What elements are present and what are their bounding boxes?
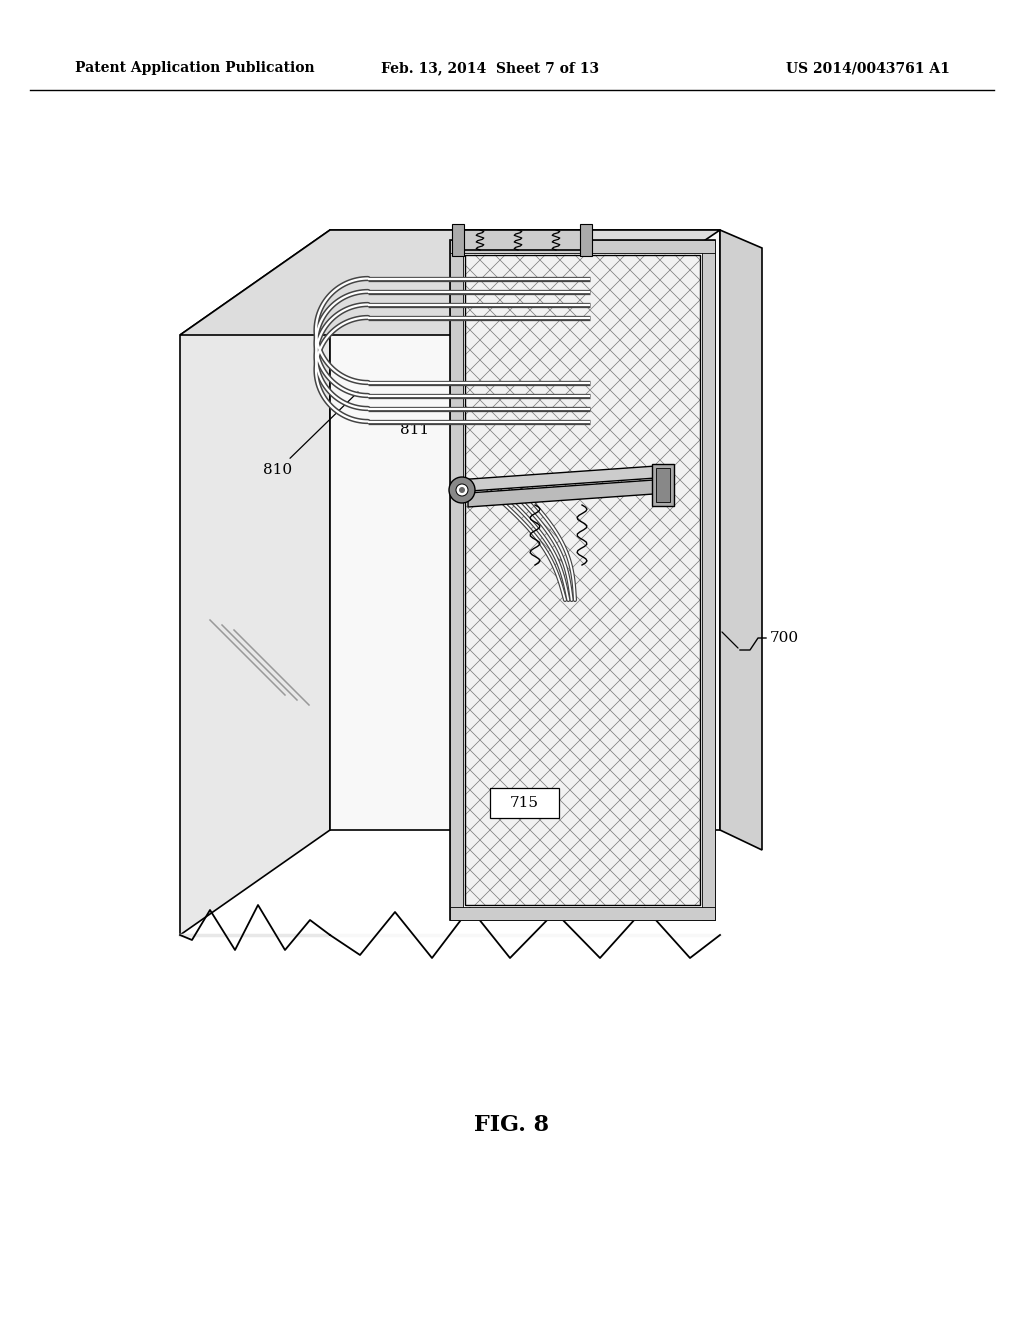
- FancyBboxPatch shape: [490, 788, 559, 818]
- Bar: [450, 240, 715, 253]
- Bar: [458, 230, 586, 249]
- Polygon shape: [468, 479, 668, 507]
- Text: FIG. 8: FIG. 8: [474, 1114, 550, 1137]
- Text: 801: 801: [682, 477, 711, 490]
- Text: Patent Application Publication: Patent Application Publication: [75, 61, 314, 75]
- Bar: [465, 255, 700, 906]
- Bar: [450, 907, 715, 920]
- Bar: [580, 224, 592, 256]
- Text: 210: 210: [577, 272, 649, 422]
- Bar: [452, 224, 464, 256]
- Text: 811: 811: [400, 422, 429, 437]
- Bar: [652, 465, 674, 506]
- Circle shape: [449, 477, 475, 503]
- Polygon shape: [720, 230, 762, 850]
- Bar: [465, 255, 700, 906]
- Text: 810: 810: [263, 392, 358, 477]
- Text: 700: 700: [770, 631, 799, 645]
- Text: Feb. 13, 2014  Sheet 7 of 13: Feb. 13, 2014 Sheet 7 of 13: [381, 61, 599, 75]
- Circle shape: [459, 487, 465, 492]
- Bar: [450, 240, 463, 920]
- Polygon shape: [456, 466, 656, 492]
- Bar: [450, 240, 715, 920]
- Bar: [656, 469, 670, 502]
- Text: 800: 800: [496, 363, 524, 475]
- Text: 715: 715: [510, 796, 539, 810]
- Polygon shape: [180, 230, 720, 335]
- Circle shape: [456, 484, 468, 496]
- Bar: [702, 240, 715, 920]
- Text: US 2014/0043761 A1: US 2014/0043761 A1: [786, 61, 950, 75]
- Polygon shape: [180, 230, 330, 935]
- Polygon shape: [330, 230, 720, 830]
